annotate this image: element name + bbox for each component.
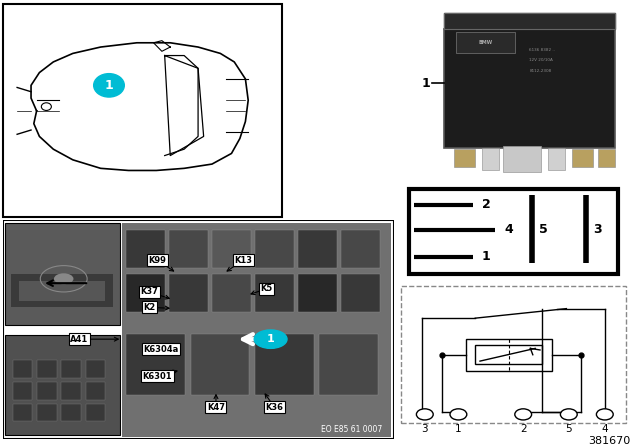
Bar xyxy=(169,230,208,268)
Bar xyxy=(212,230,251,268)
Bar xyxy=(11,274,113,307)
Bar xyxy=(341,230,380,268)
Text: 4: 4 xyxy=(504,224,513,237)
Text: 1: 1 xyxy=(455,425,461,435)
Text: 381670: 381670 xyxy=(588,436,630,446)
FancyBboxPatch shape xyxy=(5,223,120,325)
Bar xyxy=(319,334,378,395)
Bar xyxy=(341,274,380,312)
Bar xyxy=(401,286,627,423)
Bar xyxy=(298,274,337,312)
Text: 3: 3 xyxy=(422,425,428,435)
Text: 1: 1 xyxy=(482,250,490,263)
Bar xyxy=(37,360,57,378)
Circle shape xyxy=(417,409,433,420)
Bar xyxy=(409,190,618,274)
Text: 5: 5 xyxy=(566,425,572,435)
Bar xyxy=(548,148,565,171)
Polygon shape xyxy=(444,13,614,29)
FancyBboxPatch shape xyxy=(122,223,391,437)
Bar xyxy=(504,146,541,172)
Bar xyxy=(13,360,33,378)
Bar xyxy=(255,274,294,312)
FancyBboxPatch shape xyxy=(444,29,614,148)
Bar xyxy=(476,345,543,364)
Bar xyxy=(298,230,337,268)
Text: 1: 1 xyxy=(267,334,275,344)
Circle shape xyxy=(93,73,124,97)
Bar xyxy=(13,382,33,400)
Text: K99: K99 xyxy=(148,256,166,265)
Text: K47: K47 xyxy=(207,403,225,412)
Bar xyxy=(456,32,515,53)
Bar xyxy=(212,274,251,312)
Bar xyxy=(37,382,57,400)
Circle shape xyxy=(561,409,577,420)
Bar xyxy=(61,382,81,400)
FancyBboxPatch shape xyxy=(5,335,120,435)
Bar xyxy=(19,281,105,301)
Circle shape xyxy=(596,409,613,420)
Bar xyxy=(454,150,475,167)
Text: A41: A41 xyxy=(70,335,88,344)
Bar xyxy=(126,274,165,312)
Bar xyxy=(191,334,249,395)
Text: EO E85 61 0007: EO E85 61 0007 xyxy=(321,425,382,434)
Bar xyxy=(255,334,314,395)
Text: K6304a: K6304a xyxy=(144,345,179,353)
Circle shape xyxy=(515,409,532,420)
Text: 6136 8382 ..: 6136 8382 .. xyxy=(529,48,556,52)
Text: K13: K13 xyxy=(234,256,252,265)
Bar xyxy=(61,404,81,422)
Text: 5: 5 xyxy=(539,224,547,237)
Text: 8112-2308: 8112-2308 xyxy=(529,69,552,73)
Text: 4: 4 xyxy=(602,425,608,435)
Bar xyxy=(572,150,593,167)
Bar xyxy=(482,148,499,171)
Bar xyxy=(255,230,294,268)
Text: K36: K36 xyxy=(266,403,284,412)
Text: 2: 2 xyxy=(482,198,490,211)
Bar xyxy=(86,404,105,422)
Circle shape xyxy=(254,330,287,349)
Text: 2: 2 xyxy=(520,425,527,435)
Bar xyxy=(13,404,33,422)
Text: 1: 1 xyxy=(104,79,113,92)
Text: 1: 1 xyxy=(421,77,430,90)
Bar xyxy=(598,150,614,167)
Text: K6301: K6301 xyxy=(143,372,172,381)
Bar xyxy=(126,334,185,395)
Bar xyxy=(466,339,552,370)
Circle shape xyxy=(54,273,74,284)
Text: 12V 20/10A: 12V 20/10A xyxy=(529,58,554,62)
Bar xyxy=(86,360,105,378)
Bar xyxy=(37,404,57,422)
Circle shape xyxy=(450,409,467,420)
Bar xyxy=(126,230,165,268)
Text: 3: 3 xyxy=(593,224,602,237)
Text: K5: K5 xyxy=(260,284,273,293)
Bar xyxy=(169,274,208,312)
Text: K37: K37 xyxy=(141,288,159,297)
Bar xyxy=(86,382,105,400)
Text: BMW: BMW xyxy=(479,40,493,45)
Text: K2: K2 xyxy=(143,303,156,312)
Bar xyxy=(61,360,81,378)
